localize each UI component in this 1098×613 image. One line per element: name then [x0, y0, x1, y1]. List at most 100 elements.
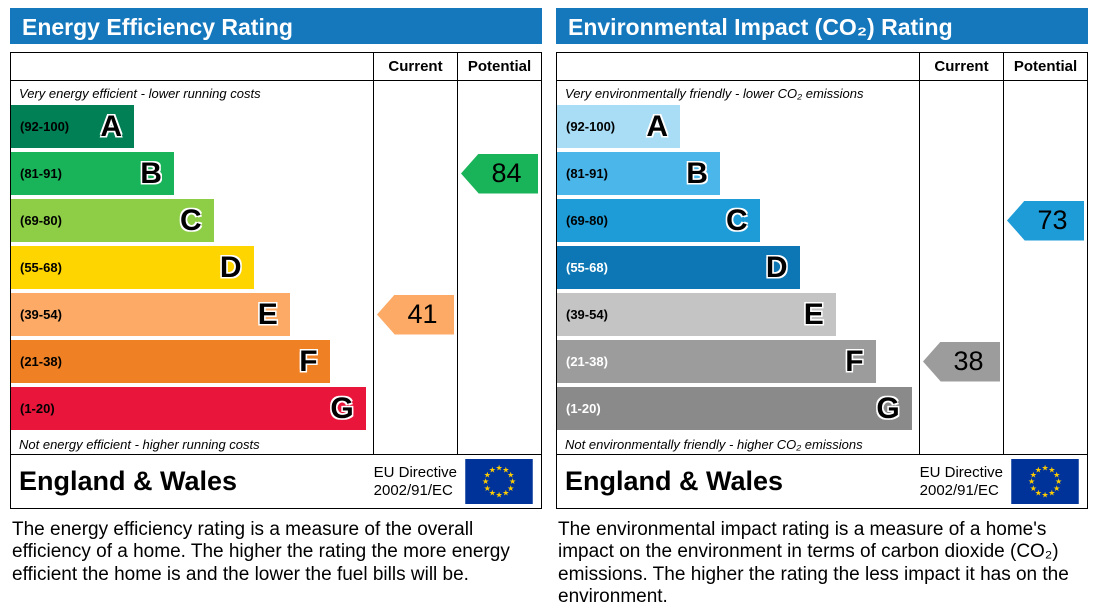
band-letter-label: E: [803, 297, 824, 331]
rating-band-f: (21-38) F: [11, 338, 373, 385]
table-body-row: Very energy efficient - lower running co…: [11, 81, 541, 454]
energy-panel-description: The energy efficiency rating is a measur…: [12, 519, 510, 585]
band-letter-label: G: [876, 391, 900, 425]
band-letter-label: F: [299, 344, 318, 378]
rating-band-a: (92-100) A: [557, 103, 919, 150]
current-score-column: 38: [919, 81, 1003, 454]
band-bar: (21-38) F: [11, 340, 330, 383]
eu-flag-star: ★: [509, 477, 516, 486]
chart-header-spacer: [11, 53, 373, 80]
rating-band-e: (39-54) E: [557, 291, 919, 338]
rating-band-f: (21-38) F: [557, 338, 919, 385]
eu-flag-star: ★: [482, 477, 489, 486]
rating-band-b: (81-91) B: [11, 150, 373, 197]
band-bar: (39-54) E: [11, 293, 290, 336]
eu-directive-label: EU Directive 2002/91/EC: [373, 464, 457, 499]
band-range-label: (69-80): [20, 213, 62, 228]
eu-flag-star: ★: [1035, 465, 1042, 474]
rating-band-b: (81-91) B: [557, 150, 919, 197]
energy-rating-table: Current Potential Very energy efficient …: [10, 52, 542, 509]
band-letter-label: D: [219, 250, 242, 284]
rating-band-c: (69-80) C: [557, 197, 919, 244]
table-footer-row: England & Wales EU Directive 2002/91/EC …: [557, 454, 1087, 508]
rating-band-d: (55-68) D: [11, 244, 373, 291]
eu-flag-star: ★: [1030, 484, 1037, 493]
band-letter-label: G: [330, 391, 354, 425]
rating-band-d: (55-68) D: [557, 244, 919, 291]
band-bar: (1-20) G: [557, 387, 912, 430]
eu-flag-star: ★: [1048, 465, 1055, 474]
band-letter-label: C: [180, 203, 202, 237]
band-letter-label: C: [726, 203, 748, 237]
eu-flag-star: ★: [489, 489, 496, 498]
band-bar: (92-100) A: [557, 105, 681, 148]
rating-bands-area: Very environmentally friendly - lower CO…: [557, 81, 919, 454]
eu-flag-star: ★: [495, 491, 502, 500]
eu-flag-icon: ★ ★★★★★★★★★★★: [1011, 459, 1079, 504]
top-caption: Very environmentally friendly - lower CO…: [565, 86, 864, 101]
band-range-label: (92-100): [566, 119, 616, 134]
current-column-header: Current: [373, 53, 457, 80]
band-bar: (55-68) D: [11, 246, 254, 289]
rating-bands: (92-100) A (81-91) B (69-80) C (55-68) D (39-54)…: [557, 103, 919, 432]
environmental-impact-panel: Environmental Impact (CO₂) Rating Curren…: [556, 8, 1088, 607]
environmental-panel-title: Environmental Impact (CO₂) Rating: [556, 8, 1088, 44]
eu-flag-star: ★: [484, 484, 491, 493]
region-label: England & Wales: [565, 466, 784, 496]
band-letter-label: B: [686, 156, 708, 190]
eu-flag-star: ★: [1035, 489, 1042, 498]
table-body-row: Very environmentally friendly - lower CO…: [557, 81, 1087, 454]
current-score-column: 41: [373, 81, 457, 454]
band-range-label: (55-68): [566, 260, 608, 275]
band-range-label: (92-100): [20, 119, 70, 134]
table-header-row: Current Potential: [11, 53, 541, 81]
eu-flag-star: ★: [507, 470, 514, 479]
band-bar: (92-100) A: [11, 105, 135, 148]
bottom-caption: Not environmentally friendly - higher CO…: [565, 437, 863, 452]
potential-column-header: Potential: [1003, 53, 1087, 80]
eu-flag-star: ★: [502, 489, 509, 498]
band-range-label: (39-54): [20, 307, 62, 322]
potential-rating-arrow: 73: [1007, 200, 1084, 241]
eu-flag-star: ★: [1055, 477, 1062, 486]
eu-flag-star: ★: [507, 484, 514, 493]
eu-flag-star: ★: [1030, 470, 1037, 479]
band-letter-label: A: [100, 109, 123, 143]
eu-flag-star: ★: [489, 465, 496, 474]
potential-column-header: Potential: [457, 53, 541, 80]
energy-efficiency-panel: Energy Efficiency Rating Current Potenti…: [10, 8, 542, 605]
energy-panel-title: Energy Efficiency Rating: [10, 8, 542, 44]
eu-flag-star: ★: [1041, 464, 1048, 473]
top-caption: Very energy efficient - lower running co…: [19, 86, 261, 101]
rating-bands-area: Very energy efficient - lower running co…: [11, 81, 373, 454]
eu-flag-star: ★: [1053, 470, 1060, 479]
rating-bands: (92-100) A (81-91) B (69-80) C (55-68) D (39-54)…: [11, 103, 373, 432]
band-range-label: (21-38): [20, 354, 62, 369]
band-bar: (81-91) B: [11, 152, 174, 195]
bottom-caption: Not energy efficient - higher running co…: [19, 437, 260, 452]
eu-flag-icon: ★ ★★★★★★★★★★★: [465, 459, 533, 504]
eu-flag-star: ★: [495, 464, 502, 473]
band-range-label: (39-54): [566, 307, 608, 322]
band-letter-label: F: [845, 344, 864, 378]
band-letter-label: B: [140, 156, 162, 190]
eu-flag-star: ★: [502, 465, 509, 474]
band-range-label: (81-91): [20, 166, 62, 181]
rating-band-c: (69-80) C: [11, 197, 373, 244]
chart-header-spacer: [557, 53, 919, 80]
environmental-panel-description: The environmental impact rating is a mea…: [558, 519, 1069, 608]
table-footer-row: England & Wales EU Directive 2002/91/EC …: [11, 454, 541, 508]
current-rating-arrow: 41: [377, 294, 454, 335]
band-range-label: (1-20): [20, 401, 55, 416]
rating-band-g: (1-20) G: [11, 385, 373, 432]
potential-score-column: 84: [457, 81, 541, 454]
region-label: England & Wales: [19, 466, 238, 496]
eu-flag-star: ★: [1028, 477, 1035, 486]
rating-band-g: (1-20) G: [557, 385, 919, 432]
band-bar: (69-80) C: [11, 199, 214, 242]
rating-band-a: (92-100) A: [11, 103, 373, 150]
band-bar: (55-68) D: [557, 246, 800, 289]
current-rating-arrow: 38: [923, 341, 1000, 382]
band-bar: (1-20) G: [11, 387, 366, 430]
